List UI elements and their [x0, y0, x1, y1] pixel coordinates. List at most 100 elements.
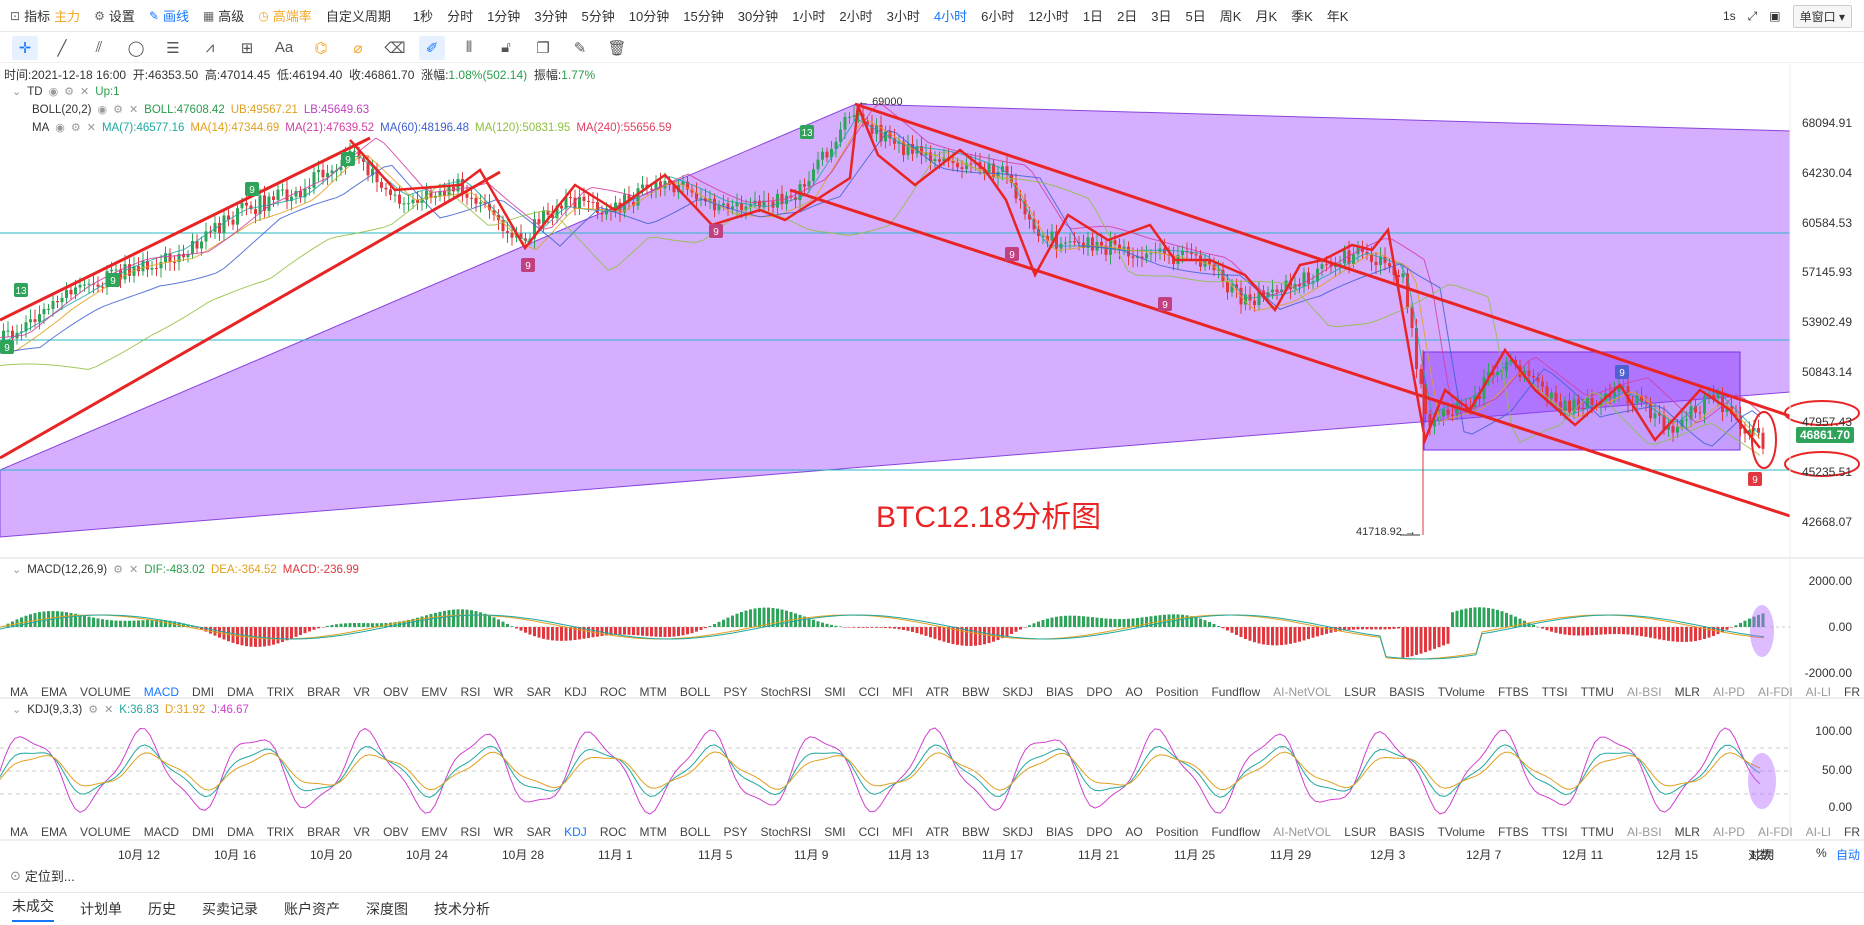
indicator-tab[interactable]: BBW — [962, 685, 990, 699]
text-tool-icon[interactable]: Aa — [274, 39, 294, 56]
bottom-tab[interactable]: 计划单 — [80, 901, 122, 917]
fib-tool-icon[interactable]: ☰ — [166, 39, 180, 57]
indicator-tab[interactable]: ROC — [599, 825, 627, 839]
period-11[interactable]: 4小时 — [933, 9, 968, 24]
period-21[interactable]: 年K — [1326, 9, 1349, 24]
indicator-tab[interactable]: TTMU — [1580, 825, 1614, 839]
indicator-tab[interactable]: DPO — [1086, 825, 1113, 839]
indicator-tab[interactable]: TTSI — [1541, 685, 1568, 699]
indicator-tab[interactable]: BASIS — [1389, 685, 1425, 699]
indicator-tab[interactable]: PSY — [723, 685, 748, 699]
period-16[interactable]: 3日 — [1151, 9, 1172, 24]
indicator-tab[interactable]: AI-FDI — [1757, 825, 1793, 839]
indicator-menu[interactable]: ⊡ 指标 主力 — [10, 6, 80, 25]
indicator-tab[interactable]: SAR — [526, 825, 552, 839]
indicator-tab[interactable]: RSI — [460, 825, 481, 839]
indicator-tab[interactable]: SKDJ — [1002, 685, 1034, 699]
indicator-tab[interactable]: BRAR — [307, 825, 341, 839]
indicator-tab[interactable]: SMI — [824, 825, 846, 839]
indicator-tab[interactable]: ATR — [925, 685, 950, 699]
indicator-tab[interactable]: VOLUME — [80, 825, 131, 839]
indicator-tab[interactable]: AI-NetVOL — [1273, 825, 1332, 839]
indicator-tab[interactable]: OBV — [383, 685, 409, 699]
indicator-tab[interactable]: MFI — [892, 685, 913, 699]
indicator-tab[interactable]: VR — [353, 825, 371, 839]
period-20[interactable]: 季K — [1291, 9, 1313, 24]
wave-tool-icon[interactable]: ⩘ — [205, 39, 215, 56]
custom-period-button[interactable]: 自定义周期 — [326, 6, 391, 25]
indicator-tab[interactable]: Fundflow — [1211, 825, 1261, 839]
edit-icon[interactable]: ✎ — [573, 39, 587, 57]
measure-tool-icon[interactable]: ⊞ — [240, 39, 254, 57]
indicator-tab[interactable]: AI-PD — [1712, 825, 1745, 839]
period-3[interactable]: 3分钟 — [534, 9, 568, 24]
indicator-tab[interactable]: TRIX — [266, 685, 295, 699]
interval-label[interactable]: 1s — [1722, 9, 1736, 23]
indicator-tab[interactable]: DPO — [1086, 685, 1113, 699]
indicator-tab[interactable]: KDJ — [564, 825, 587, 839]
period-10[interactable]: 3小时 — [886, 9, 920, 24]
period-1[interactable]: 分时 — [447, 9, 474, 24]
draw-mode-icon[interactable]: ✐ — [419, 35, 445, 60]
indicator-tab[interactable]: ROC — [599, 685, 627, 699]
indicator-tab[interactable]: AI-LI — [1805, 825, 1831, 839]
indicator-tab[interactable]: ATR — [925, 825, 950, 839]
bottom-tab[interactable]: 未成交 — [12, 896, 54, 922]
locate-button[interactable]: ⊙ 定位到... — [10, 866, 75, 885]
settings-menu[interactable]: ⚙ 设置 — [94, 6, 135, 25]
indicator-tab[interactable]: Fundflow — [1211, 685, 1261, 699]
circle-tool-icon[interactable]: ◯ — [127, 39, 145, 57]
indicator-tab[interactable]: MACD — [143, 685, 180, 699]
indicator-tab[interactable]: BOLL — [679, 825, 711, 839]
close-icon[interactable]: ✕ — [86, 122, 96, 134]
indicator-tab[interactable]: FR — [1844, 685, 1860, 699]
indicator-tab[interactable]: TRIX — [266, 825, 295, 839]
bottom-tab[interactable]: 技术分析 — [434, 901, 490, 917]
gear-icon[interactable]: ⚙ — [64, 86, 75, 98]
trash-icon[interactable]: 🗑︎ — [607, 39, 627, 57]
bottom-tab[interactable]: 账户资产 — [284, 901, 340, 917]
period-8[interactable]: 1小时 — [792, 9, 826, 24]
indicator-tab[interactable]: MA — [10, 825, 28, 839]
magnet-icon[interactable]: ⌬ — [314, 39, 328, 57]
eye-icon[interactable]: ◉ — [97, 104, 108, 116]
indicator-tab[interactable]: BIAS — [1046, 685, 1074, 699]
period-15[interactable]: 2日 — [1117, 9, 1138, 24]
indicator-tab[interactable]: AI-LI — [1805, 685, 1831, 699]
indicator-tab[interactable]: BBW — [962, 825, 990, 839]
indicator-tab[interactable]: AI-BSI — [1626, 685, 1662, 699]
eye-icon[interactable]: ◉ — [48, 86, 59, 98]
indicator-tab[interactable]: VR — [353, 685, 371, 699]
indicator-tab[interactable]: BASIS — [1389, 825, 1425, 839]
period-13[interactable]: 12小时 — [1028, 9, 1069, 24]
indicator-tab[interactable]: TTSI — [1541, 825, 1568, 839]
collapse-icon[interactable]: ⌄ — [12, 704, 22, 716]
indicator-tab[interactable]: TTMU — [1580, 685, 1614, 699]
copy-icon[interactable]: ❐ — [536, 39, 550, 57]
indicator-tab[interactable]: OBV — [383, 825, 409, 839]
crosshair-icon[interactable]: ✛ — [12, 35, 38, 60]
gear-icon[interactable]: ⚙ — [88, 704, 99, 716]
parallel-line-icon[interactable]: ⫽ — [95, 39, 103, 56]
period-7[interactable]: 30分钟 — [737, 9, 779, 24]
hide-drawings-icon[interactable]: ⌀ — [353, 39, 363, 57]
indicator-tab[interactable]: BRAR — [307, 685, 341, 699]
collapse-icon[interactable]: ⌄ — [12, 86, 22, 98]
indicator-tab[interactable]: LSUR — [1344, 825, 1377, 839]
indicator-tab[interactable]: EMV — [421, 685, 448, 699]
close-icon[interactable]: ✕ — [128, 104, 139, 116]
indicator-tab[interactable]: DMA — [227, 825, 254, 839]
indicator-tab[interactable]: AI-BSI — [1626, 825, 1662, 839]
gear-icon[interactable]: ⚙ — [70, 122, 81, 134]
lock-icon[interactable]: 🔓︎ — [501, 39, 511, 56]
indicator-tab[interactable]: VOLUME — [80, 685, 131, 699]
period-4[interactable]: 5分钟 — [581, 9, 615, 24]
close-icon[interactable]: ✕ — [80, 86, 90, 98]
indicator-tab[interactable]: MA — [10, 685, 28, 699]
period-18[interactable]: 周K — [1219, 9, 1242, 24]
indicator-tab[interactable]: CCI — [858, 825, 880, 839]
indicator-tab[interactable]: DMI — [192, 685, 215, 699]
indicator-tab[interactable]: MACD — [143, 825, 180, 839]
period-17[interactable]: 5日 — [1185, 9, 1206, 24]
